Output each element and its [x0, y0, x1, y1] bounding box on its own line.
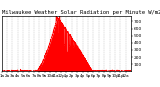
- Text: Milwaukee Weather Solar Radiation per Minute W/m2 (Last 24 Hours): Milwaukee Weather Solar Radiation per Mi…: [2, 10, 160, 15]
